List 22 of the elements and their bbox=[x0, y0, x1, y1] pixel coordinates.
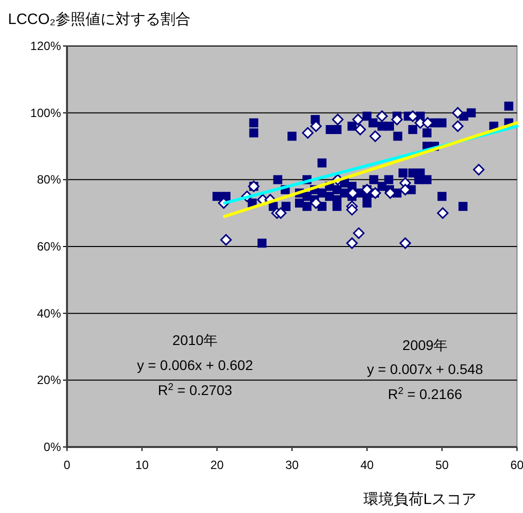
x-tick-label: 20 bbox=[210, 458, 224, 472]
x-tick-label: 60 bbox=[510, 458, 523, 472]
annotation: y = 0.006x + 0.602 bbox=[137, 357, 254, 373]
y-tick-label: 60% bbox=[36, 240, 62, 254]
chart-title: LCCO₂参照値に対する割合 bbox=[8, 11, 190, 28]
y-tick-label: 120% bbox=[30, 39, 62, 53]
annotation: 2010年 bbox=[172, 332, 218, 348]
y-tick-label: 80% bbox=[36, 172, 62, 187]
x-tick-label: 40 bbox=[360, 458, 374, 472]
x-axis-title: 環境負荷Lスコア bbox=[363, 491, 477, 508]
y-tick-label: 20% bbox=[36, 373, 62, 388]
x-tick-label: 50 bbox=[435, 458, 449, 472]
x-tick-label: 10 bbox=[135, 458, 149, 472]
annotation: R$^{2}$ = 0.2166 bbox=[388, 386, 462, 402]
annotation: y = 0.007x + 0.548 bbox=[367, 361, 484, 377]
x-tick-label: 30 bbox=[285, 458, 299, 472]
annotation: 2009年 bbox=[402, 337, 448, 353]
y-tick-label: 0% bbox=[44, 440, 62, 454]
y-tick-label: 100% bbox=[30, 106, 62, 120]
x-tick-label: 0 bbox=[64, 458, 71, 472]
y-tick-label: 40% bbox=[36, 306, 62, 320]
annotation: R$^{2}$ = 0.2703 bbox=[158, 382, 232, 398]
